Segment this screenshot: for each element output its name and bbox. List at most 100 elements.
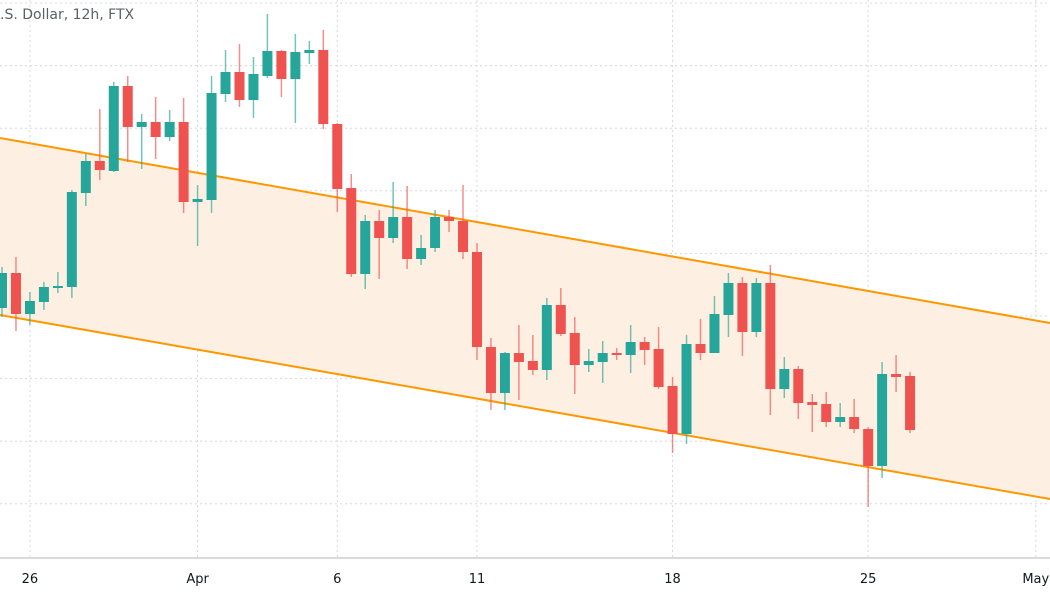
- candle: [122, 76, 133, 162]
- candle: [290, 34, 301, 123]
- candle: [346, 174, 357, 277]
- candle: [136, 114, 147, 169]
- candle: [835, 403, 846, 427]
- descending-channel: [0, 137, 1050, 500]
- candle-body: [234, 72, 245, 100]
- candle-body: [695, 344, 706, 353]
- candle-body: [891, 374, 902, 377]
- candle: [555, 288, 566, 336]
- x-tick-label: May: [1022, 572, 1049, 587]
- candle: [499, 352, 510, 410]
- candle-body: [80, 161, 91, 193]
- channel-upper-line: [0, 137, 1050, 324]
- candle: [108, 82, 119, 172]
- candle: [388, 182, 399, 243]
- candle-body: [709, 314, 720, 353]
- candle-body: [905, 376, 916, 430]
- candle: [765, 265, 776, 415]
- candle: [569, 317, 580, 394]
- candle: [485, 338, 496, 410]
- candle-body: [108, 86, 119, 171]
- candle-body: [164, 122, 175, 137]
- x-tick-label: 25: [860, 572, 877, 587]
- candle-body: [66, 192, 77, 287]
- candle-body: [541, 305, 552, 370]
- candle: [458, 185, 469, 259]
- candle: [234, 44, 245, 107]
- channel-lower-line: [0, 314, 1050, 500]
- x-axis: 26 Apr 6 11 18 25 May: [22, 572, 1050, 587]
- candle-body: [430, 217, 441, 248]
- candle: [248, 57, 259, 118]
- x-tick-label: Apr: [186, 572, 209, 587]
- candle-body: [388, 217, 399, 238]
- candle-body: [304, 50, 315, 53]
- candle: [94, 109, 105, 180]
- candle-body: [471, 252, 482, 347]
- candle: [905, 372, 916, 433]
- candle-body: [765, 283, 776, 389]
- candle-body: [611, 353, 622, 355]
- candle-body: [485, 347, 496, 393]
- candle-body: [849, 417, 860, 429]
- candle-body: [122, 86, 133, 127]
- candle-body: [318, 50, 329, 124]
- candle: [402, 186, 413, 269]
- candle: [793, 366, 804, 419]
- candle: [220, 50, 231, 102]
- candle-body: [667, 386, 678, 434]
- candle: [80, 154, 91, 206]
- candle-body: [779, 369, 790, 389]
- candle-body: [248, 74, 259, 100]
- candle: [150, 97, 161, 159]
- candle: [709, 296, 720, 353]
- candle: [583, 349, 594, 372]
- candle: [681, 335, 692, 444]
- candle-body: [653, 349, 664, 387]
- candle: [24, 292, 35, 325]
- candle: [877, 362, 888, 478]
- candle-body: [681, 344, 692, 434]
- candle-body: [290, 52, 301, 79]
- candle: [192, 185, 203, 246]
- candle: [779, 357, 790, 398]
- candle-body: [360, 221, 371, 274]
- candle-body: [220, 72, 231, 94]
- candle: [625, 325, 636, 373]
- candles: [0, 14, 916, 507]
- candle: [416, 235, 427, 265]
- candle-body: [136, 122, 147, 127]
- candle: [178, 98, 189, 213]
- candle: [262, 14, 273, 78]
- candle-body: [821, 404, 832, 422]
- candle: [611, 348, 622, 360]
- candle-body: [38, 287, 49, 302]
- candle-body: [402, 217, 413, 259]
- candle: [318, 30, 329, 129]
- x-tick-label: 26: [22, 572, 39, 587]
- candle-body: [555, 305, 566, 334]
- candle: [332, 123, 343, 212]
- candle-body: [416, 248, 427, 259]
- x-tick-label: 6: [333, 572, 341, 587]
- candle: [723, 273, 734, 337]
- candle: [360, 215, 371, 289]
- candle: [597, 341, 608, 383]
- candle-body: [723, 283, 734, 315]
- candle-body: [458, 221, 469, 252]
- candle-body: [10, 273, 21, 314]
- candle-body: [150, 122, 161, 137]
- candle-body: [178, 122, 189, 202]
- candle-body: [793, 369, 804, 403]
- candle: [527, 335, 538, 375]
- candle: [695, 319, 706, 360]
- candle: [10, 257, 21, 331]
- candle: [639, 337, 650, 365]
- candle: [807, 394, 818, 432]
- candle: [206, 76, 217, 213]
- candle: [821, 392, 832, 427]
- candle: [38, 282, 49, 310]
- candle-body: [206, 93, 217, 200]
- candle: [374, 210, 385, 279]
